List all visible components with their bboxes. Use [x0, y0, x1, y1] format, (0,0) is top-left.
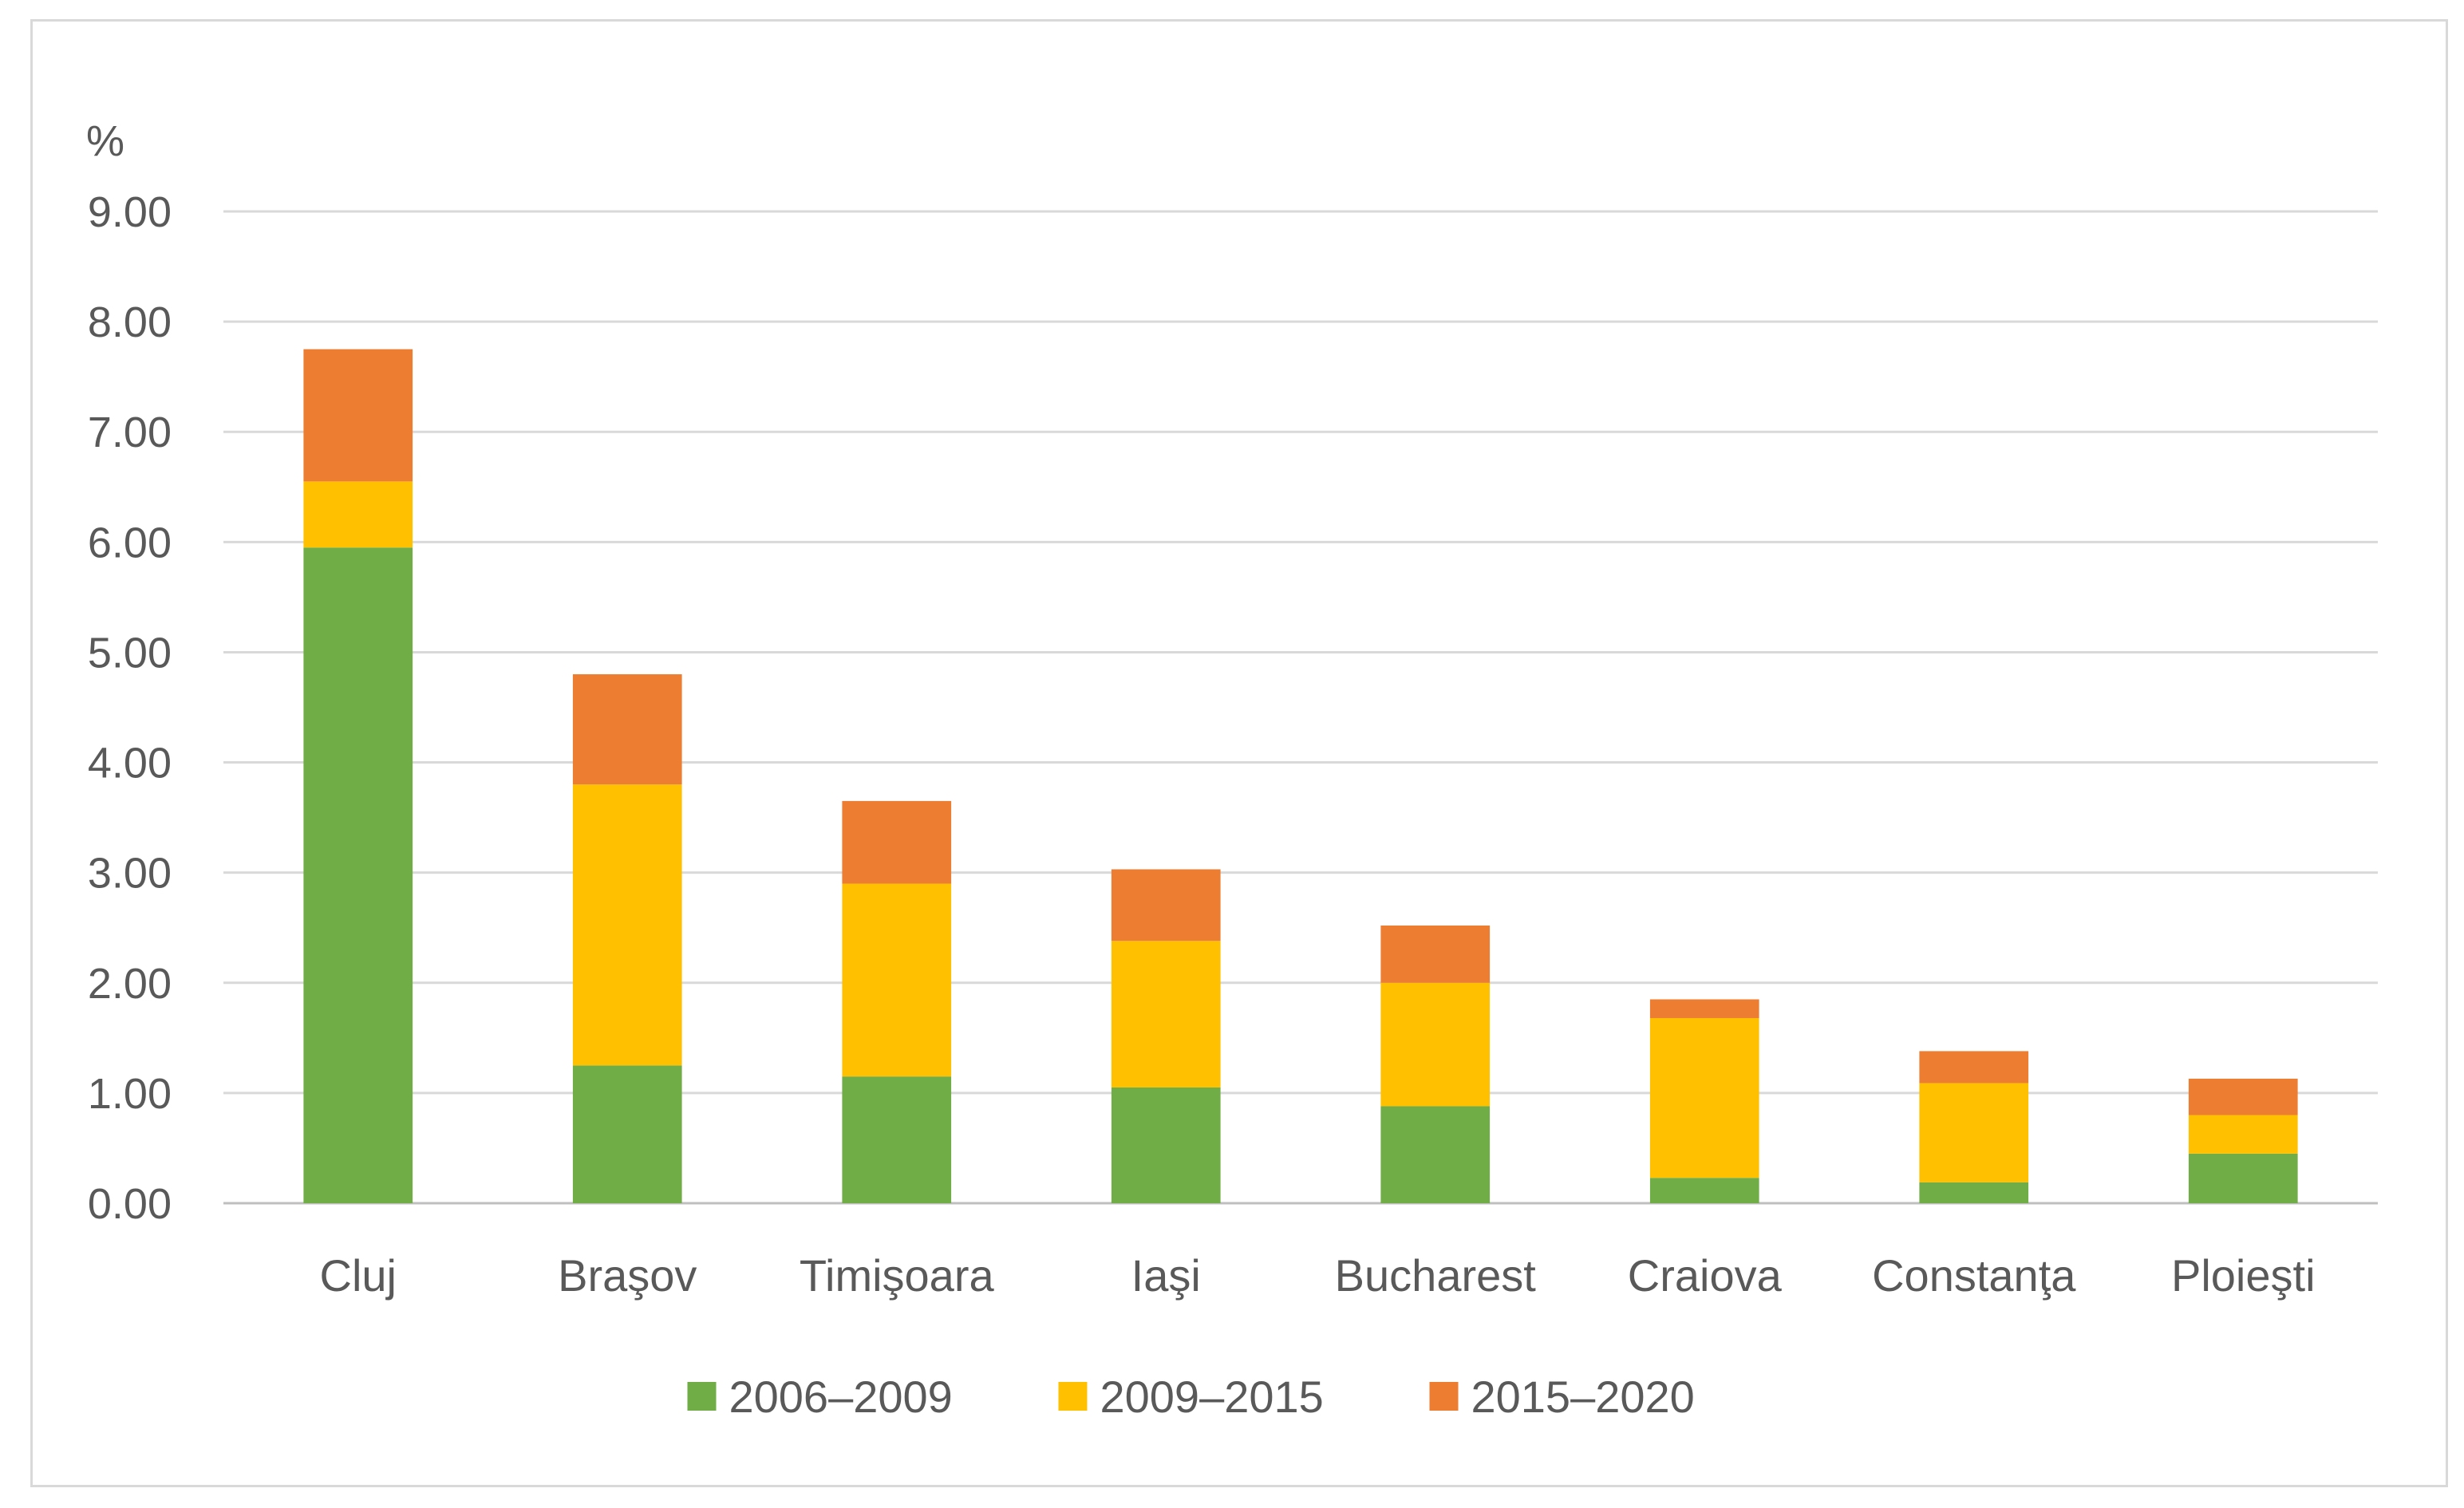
- bar-segment: [572, 674, 682, 785]
- x-category-label: Ploieşti: [2171, 1250, 2316, 1301]
- bar-segment: [1919, 1051, 2029, 1084]
- y-tick-label: 1.00: [88, 1070, 172, 1118]
- y-axis-unit-label: %: [86, 117, 124, 165]
- bar-segment: [1649, 999, 1759, 1018]
- x-category-label: Constanţa: [1872, 1250, 2076, 1301]
- legend-swatch: [1058, 1382, 1088, 1411]
- y-tick-label: 7.00: [88, 409, 172, 456]
- bar-segment: [842, 1076, 952, 1203]
- legend-label: 2009–2015: [1100, 1372, 1324, 1422]
- bar-segment: [303, 547, 413, 1203]
- bar-segment: [572, 784, 682, 1066]
- y-axis-ticks: 0.00 1.00 2.00 3.00 4.00 5.00 6.00 7.00 8.00 9.00: [88, 188, 172, 1228]
- bar-segment: [303, 349, 413, 482]
- bar-segment: [1649, 1178, 1759, 1203]
- bar-segment: [842, 800, 952, 884]
- legend-label: 2015–2020: [1471, 1372, 1695, 1422]
- bar-segment: [842, 883, 952, 1077]
- bar-segment: [303, 481, 413, 548]
- bar-segment: [1380, 1106, 1491, 1203]
- x-category-label: Cluj: [320, 1250, 397, 1301]
- y-tick-label: 8.00: [88, 298, 172, 346]
- bar-segment: [1111, 941, 1221, 1088]
- x-category-label: Braşov: [558, 1250, 697, 1301]
- bar-segment: [572, 1065, 682, 1203]
- x-category-label: Bucharest: [1335, 1250, 1537, 1301]
- bars: [303, 349, 2298, 1203]
- legend-label: 2006–2009: [729, 1372, 953, 1422]
- gridlines: [223, 210, 2378, 1205]
- bar-segment: [1111, 869, 1221, 942]
- y-tick-label: 9.00: [88, 188, 172, 236]
- y-tick-label: 6.00: [88, 519, 172, 566]
- x-category-label: Timişoara: [800, 1250, 995, 1301]
- legend: 2006–2009 2009–2015 2015–2020: [687, 1372, 1695, 1422]
- chart-frame: [30, 19, 2448, 1487]
- x-category-label: Iaşi: [1131, 1250, 1201, 1301]
- y-tick-label: 4.00: [88, 740, 172, 788]
- bar-segment: [1380, 982, 1491, 1107]
- bar-segment: [2188, 1078, 2298, 1115]
- x-axis-categories: Cluj Braşov Timişoara Iaşi Bucharest Craiova C…: [320, 1250, 2316, 1301]
- bar-segment: [1111, 1087, 1221, 1203]
- bar-segment: [1919, 1083, 2029, 1182]
- bar-segment: [2188, 1153, 2298, 1203]
- bar-segment: [1380, 925, 1491, 983]
- x-category-label: Craiova: [1628, 1250, 1783, 1301]
- bar-segment: [1649, 1017, 1759, 1178]
- y-tick-label: 3.00: [88, 850, 172, 898]
- legend-swatch: [1429, 1382, 1459, 1411]
- y-tick-label: 5.00: [88, 629, 172, 677]
- bar-segment: [1919, 1182, 2029, 1203]
- legend-swatch: [687, 1382, 717, 1411]
- bar-segment: [2188, 1115, 2298, 1154]
- y-tick-label: 2.00: [88, 960, 172, 1008]
- y-tick-label: 0.00: [88, 1180, 172, 1228]
